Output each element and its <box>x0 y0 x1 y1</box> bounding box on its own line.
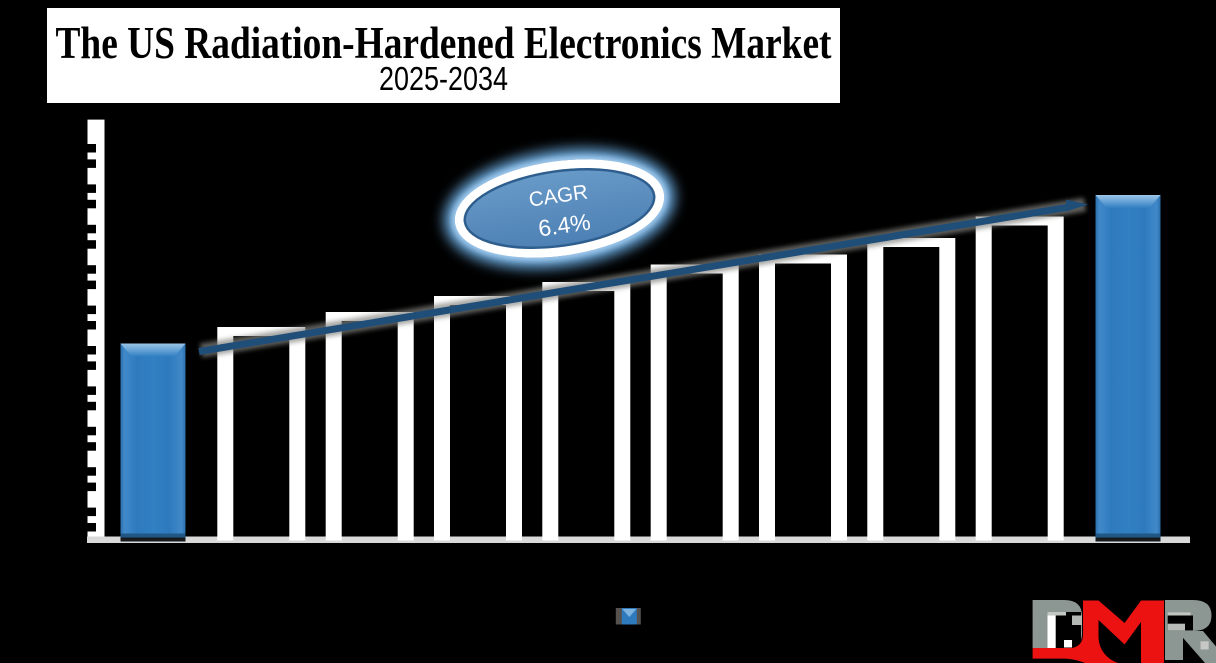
svg-text:2025-2034: 2025-2034 <box>379 60 508 97</box>
svg-text:The US Radiation-Hardened Elec: The US Radiation-Hardened Electronics Ma… <box>56 18 832 68</box>
